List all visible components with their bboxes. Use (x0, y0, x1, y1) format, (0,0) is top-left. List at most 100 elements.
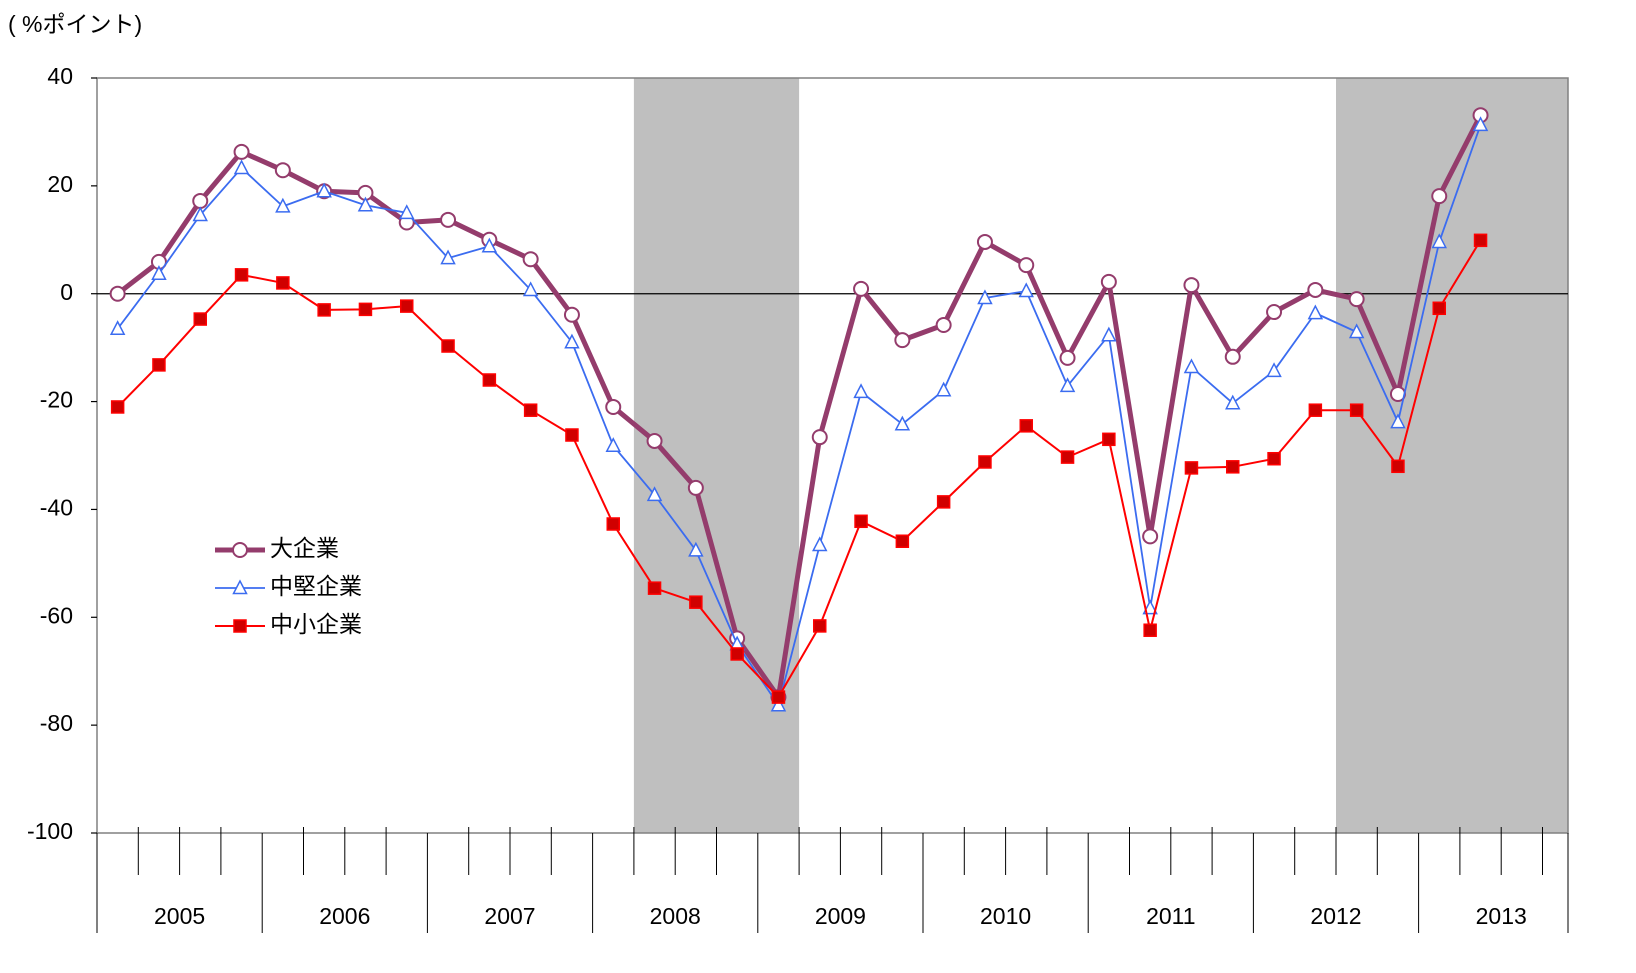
x-tick-label: 2009 (815, 903, 866, 929)
marker (1472, 116, 1489, 132)
marker (1431, 233, 1447, 249)
marker (1184, 461, 1199, 475)
x-tick-label: 2013 (1476, 903, 1527, 929)
marker (522, 281, 539, 297)
marker (233, 619, 247, 633)
marker (1019, 419, 1033, 433)
marker (730, 647, 744, 661)
marker (1348, 323, 1365, 339)
y-tick-label: 0 (60, 279, 73, 305)
marker (152, 358, 166, 372)
marker (646, 432, 663, 449)
marker (276, 276, 290, 290)
marker (1473, 233, 1488, 248)
x-tick-label: 2011 (1146, 903, 1195, 929)
marker (482, 373, 497, 387)
y-tick-label: -100 (27, 818, 73, 844)
marker (1224, 348, 1241, 365)
marker (1018, 282, 1034, 298)
x-tick-label: 2012 (1310, 903, 1361, 929)
x-tick-label: 2005 (154, 903, 205, 929)
marker (1226, 460, 1240, 474)
marker (936, 495, 951, 509)
marker (687, 479, 704, 496)
marker (232, 579, 248, 595)
series-line (116, 114, 1483, 700)
marker (110, 400, 125, 414)
marker (440, 249, 456, 265)
legend-label: 大企業 (270, 535, 339, 561)
series-line (116, 124, 1482, 707)
marker (935, 316, 952, 333)
marker (1348, 291, 1365, 308)
marker (894, 415, 911, 431)
marker (1267, 451, 1281, 466)
marker (109, 285, 126, 302)
marker (1101, 326, 1117, 342)
marker (1059, 349, 1076, 366)
y-axis-label: ( %ポイント) (8, 11, 142, 37)
y-tick-label: -20 (40, 387, 73, 413)
marker (1432, 301, 1446, 316)
x-tick-label: 2007 (484, 903, 535, 929)
y-tick-label: 40 (47, 63, 73, 89)
marker (274, 162, 291, 179)
marker (1307, 281, 1324, 298)
x-tick-label: 2006 (319, 903, 370, 929)
marker (357, 196, 374, 212)
x-tick-label: 2008 (650, 903, 701, 929)
marker (1431, 188, 1448, 205)
marker (1308, 403, 1323, 417)
y-tick-label: 20 (47, 171, 73, 197)
marker (1143, 623, 1157, 637)
marker (1100, 273, 1117, 290)
marker (853, 280, 870, 297)
marker (689, 595, 703, 609)
marker (441, 339, 455, 353)
marker (1307, 304, 1324, 320)
marker (233, 143, 250, 160)
marker (770, 696, 787, 712)
marker (688, 541, 704, 557)
marker (234, 268, 249, 282)
marker (565, 428, 579, 442)
marker (481, 237, 498, 253)
marker (192, 206, 208, 222)
marker (605, 398, 622, 415)
marker (605, 437, 621, 453)
marker (894, 332, 911, 349)
marker (1018, 257, 1035, 274)
marker (1183, 358, 1200, 374)
marker (854, 514, 868, 529)
marker (399, 204, 415, 220)
marker (1266, 362, 1282, 378)
marker (358, 302, 373, 317)
marker (1391, 459, 1405, 474)
marker (811, 429, 828, 446)
marker (522, 251, 539, 268)
marker (813, 619, 827, 633)
marker (1225, 394, 1241, 410)
y-tick-label: -40 (40, 495, 73, 521)
marker (1390, 413, 1406, 429)
marker (1102, 432, 1116, 447)
marker (440, 211, 457, 228)
marker (316, 182, 332, 198)
legend-label: 中小企業 (270, 611, 362, 637)
marker (233, 159, 250, 175)
y-tick-label: -80 (40, 710, 73, 736)
legend-label: 中堅企業 (270, 573, 362, 599)
marker (1060, 450, 1075, 464)
shaded-period (1336, 78, 1568, 833)
marker (978, 455, 992, 469)
shaded-period (633, 78, 800, 833)
marker (1349, 403, 1364, 417)
marker (109, 320, 126, 336)
marker (646, 486, 663, 502)
marker (400, 299, 414, 313)
marker (771, 690, 786, 704)
y-tick-label: -60 (40, 602, 73, 628)
marker (232, 542, 248, 558)
